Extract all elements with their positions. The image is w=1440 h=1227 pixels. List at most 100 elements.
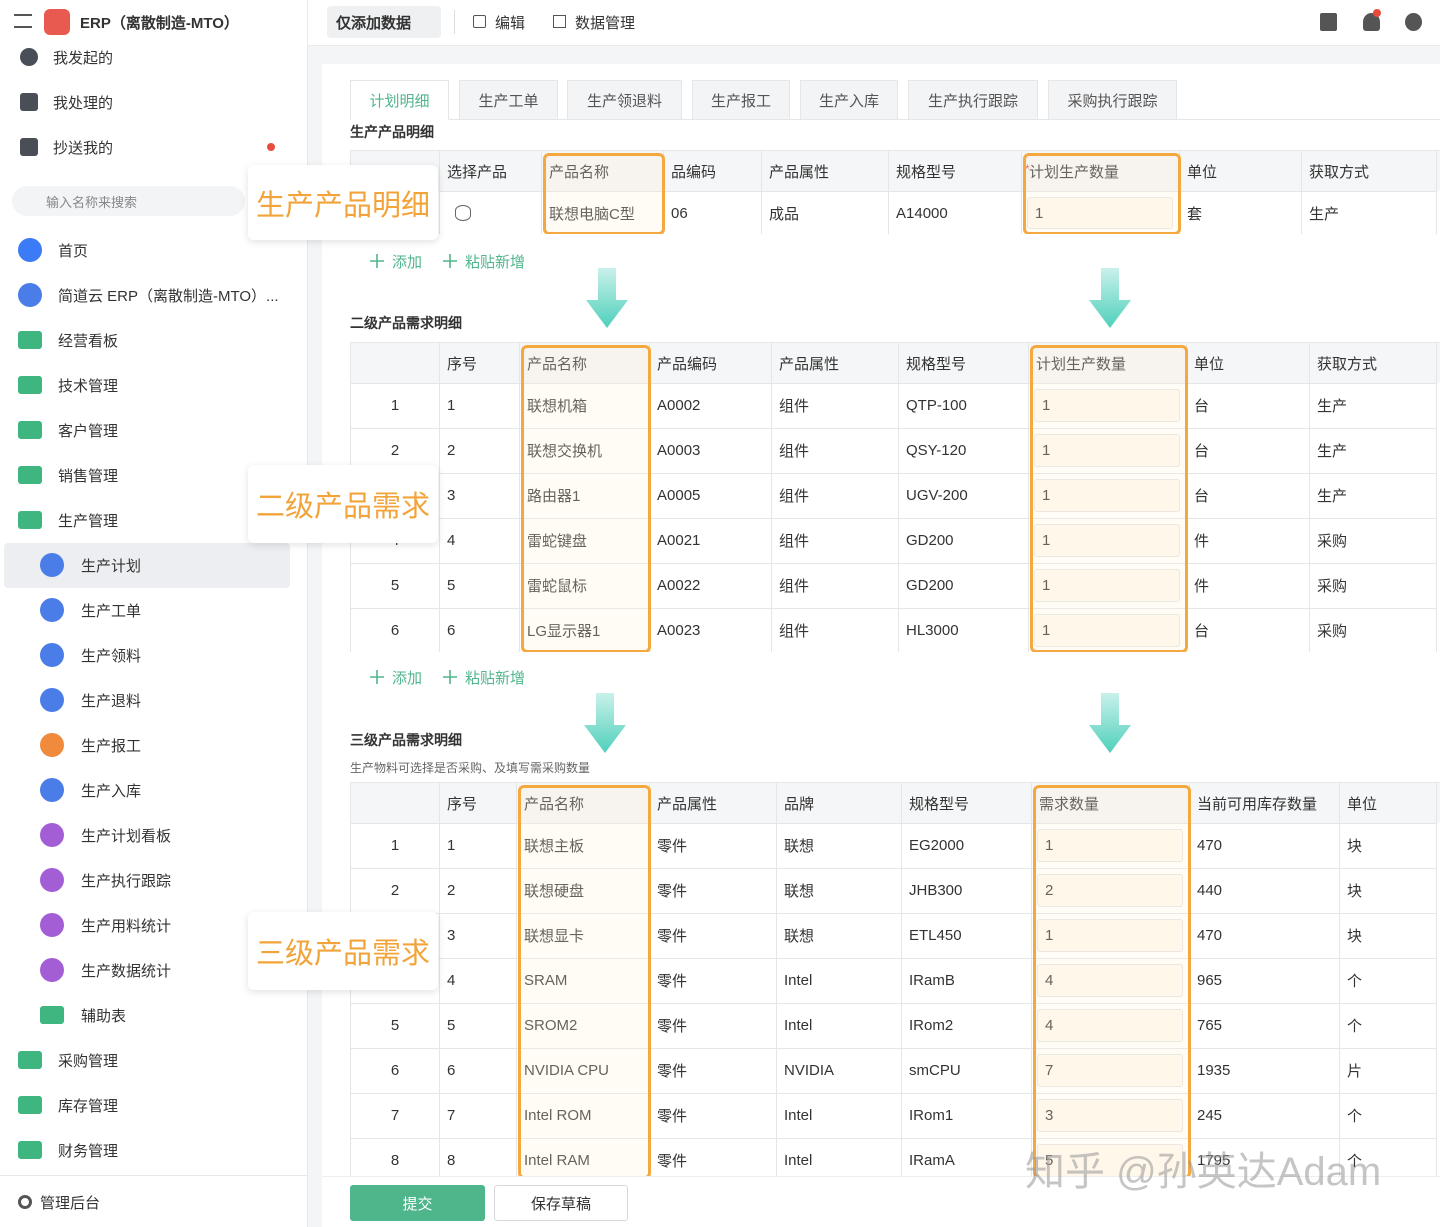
input-box[interactable] [1027,197,1173,229]
cell-text: A14000 [896,204,948,222]
section-title: 三级产品需求明细 [350,732,462,748]
cell-text: 个 [1347,1018,1363,1035]
cell-text: 片 [1347,1063,1363,1080]
table-header-bg [351,343,1440,383]
tab[interactable]: 计划明细 [350,80,449,120]
nav-item[interactable]: 生产领料 [81,647,142,665]
input-box[interactable] [1037,919,1183,952]
cell [1339,1138,1437,1178]
mode-button[interactable]: 仅添加数据 [327,6,441,38]
cell-text: 零件 [657,1063,688,1080]
select-icon[interactable] [455,205,471,221]
nav-item[interactable]: 生产管理 [58,512,119,530]
tab[interactable]: 生产执行跟踪 [908,80,1038,120]
cell [898,518,1029,564]
nav-item[interactable]: 首页 [58,242,89,260]
draft-button[interactable]: 保存草稿 [494,1185,628,1221]
input-box[interactable] [1034,389,1180,422]
tab[interactable]: 生产报工 [692,80,790,120]
cell [776,1093,902,1139]
cell-text: 440 [1197,882,1223,899]
row-index: 2 [390,882,400,899]
menu-item[interactable]: 我处理的 [53,94,114,112]
input-box[interactable] [1037,1144,1183,1177]
nav-item[interactable]: 采购管理 [58,1052,119,1070]
add-action[interactable]: 粘贴新增 [465,253,526,271]
nav-item[interactable]: 经营看板 [58,332,119,350]
cell [776,783,902,824]
data-manage-button[interactable]: 数据管理 [575,14,636,32]
cell [351,1003,440,1049]
cell [663,191,762,234]
cell [439,823,517,869]
search-box[interactable] [12,186,245,216]
top-icon[interactable] [1320,13,1337,31]
top-icon[interactable] [1405,13,1422,31]
cell [1309,473,1437,519]
column-header: 选择产品 [447,163,508,181]
nav-item[interactable]: 生产退料 [81,692,142,710]
nav-item[interactable]: 生产工单 [81,602,142,620]
callout: 三级产品需求 [248,912,438,990]
menu-item[interactable]: 我发起的 [53,49,114,67]
tab[interactable]: 生产工单 [459,80,558,120]
menu-icon[interactable] [14,14,32,28]
cell [761,151,889,192]
plus-icon [370,250,384,272]
nav-item[interactable]: 生产计划 [81,557,142,575]
column-header: 单位 [1347,795,1378,813]
nav-item[interactable]: 生产入库 [81,782,142,800]
input-box[interactable] [1037,1009,1183,1042]
submit-button[interactable]: 提交 [350,1185,485,1221]
nav-item[interactable]: 客户管理 [58,422,119,440]
nav-item[interactable]: 财务管理 [58,1142,119,1160]
column-header: 序号 [447,795,478,813]
edit-button[interactable]: 编辑 [495,14,526,32]
input-box[interactable] [1034,434,1180,467]
section-title: 生产产品明细 [350,124,434,140]
nav-item[interactable]: 辅助表 [81,1007,127,1025]
nav-item[interactable]: 生产计划看板 [81,827,172,845]
nav-item[interactable]: 简道云 ERP（离散制造-MTO）... [58,287,279,305]
input-box[interactable] [1037,964,1183,997]
add-action[interactable]: 添加 [392,253,423,271]
nav-item[interactable]: 生产执行跟踪 [81,872,172,890]
highlight-column [543,153,665,234]
cell [439,783,517,824]
top-icon[interactable] [1363,13,1380,31]
add-action[interactable]: 添加 [392,669,423,687]
add-action[interactable]: 粘贴新增 [465,669,526,687]
cell-text: 1 [447,837,456,854]
column-header: 当前可用库存数量 [1197,795,1318,813]
cell [1339,958,1437,1004]
input-box[interactable] [1034,614,1180,647]
menu-item[interactable]: 抄送我的 [53,139,114,157]
input-box[interactable] [1034,479,1180,512]
cell-text: 块 [1347,883,1363,900]
watermark: 知乎 @孙英达Adam [1025,1150,1382,1194]
tab[interactable]: 采购执行跟踪 [1048,80,1177,120]
nav-item[interactable]: 生产数据统计 [81,962,172,980]
cell [351,958,440,1004]
nav-item[interactable]: 生产用料统计 [81,917,172,935]
input-box[interactable] [1034,524,1180,557]
admin-link[interactable]: 管理后台 [40,1194,101,1212]
input-box[interactable] [1034,569,1180,602]
cell-text: 生产 [1309,205,1340,223]
cell-text: 06 [671,204,688,222]
row-index: 5 [390,577,400,594]
input-box[interactable] [1037,1099,1183,1132]
input-box[interactable] [1037,829,1183,862]
input-box[interactable] [1037,1054,1183,1087]
cell [901,783,1032,824]
nav-item[interactable]: 库存管理 [58,1097,119,1115]
input-box[interactable] [1037,874,1183,907]
nav-item[interactable]: 生产报工 [81,737,142,755]
cell [901,913,1032,959]
tab[interactable]: 生产入库 [800,80,898,120]
nav-item[interactable]: 技术管理 [58,377,119,395]
cell [351,1048,440,1094]
tab[interactable]: 生产领退料 [567,80,682,120]
nav-item[interactable]: 销售管理 [58,467,119,485]
cell [439,958,517,1004]
